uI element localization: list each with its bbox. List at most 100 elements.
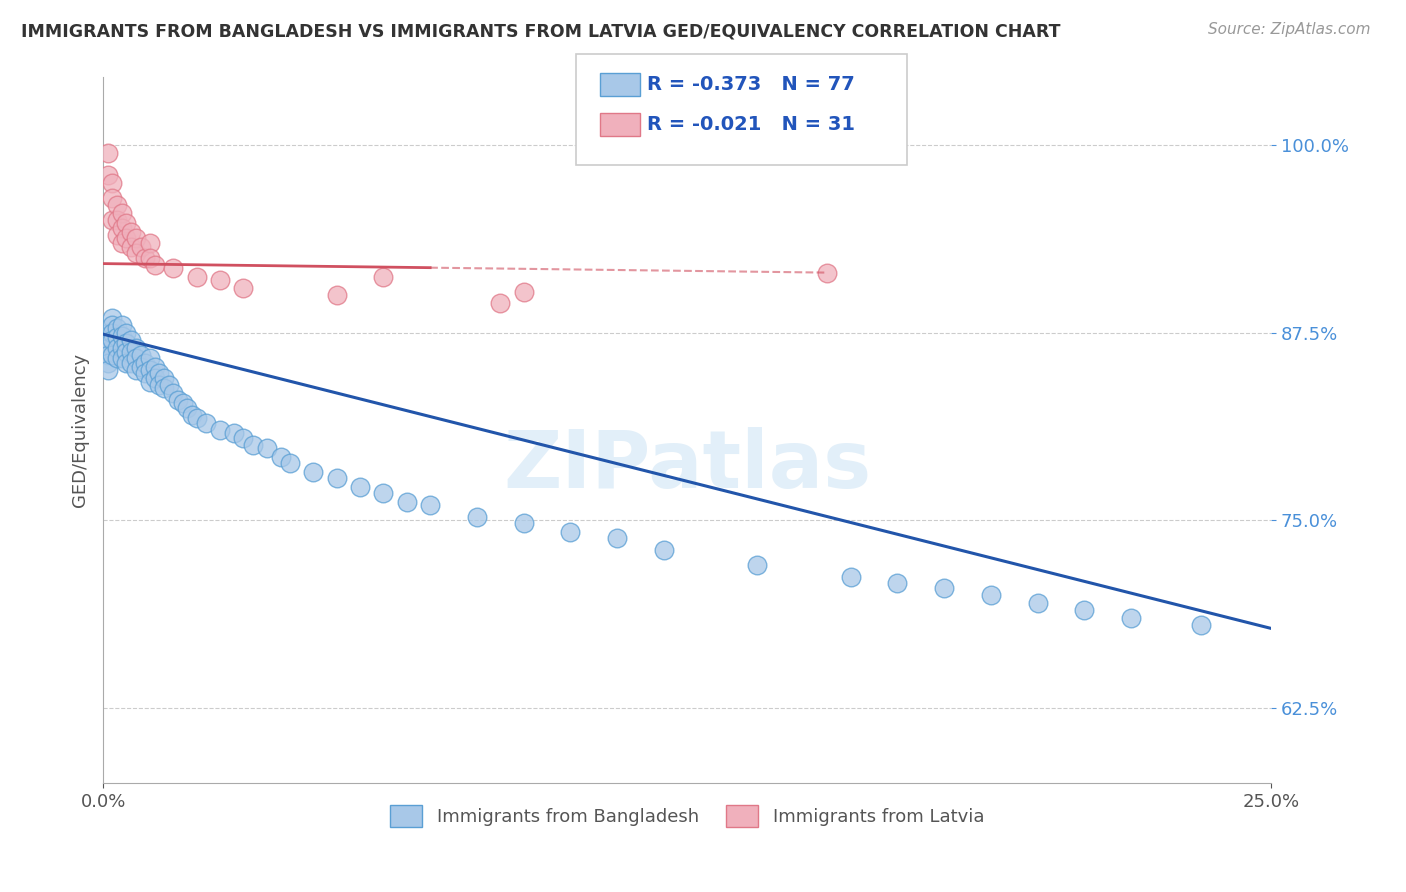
Point <box>101 348 124 362</box>
Point <box>747 558 769 573</box>
Point <box>512 285 534 299</box>
Point <box>208 273 231 287</box>
Point <box>232 280 254 294</box>
Point <box>839 570 862 584</box>
Point <box>101 213 124 227</box>
Point <box>139 375 162 389</box>
Point <box>180 409 202 423</box>
Point <box>101 176 124 190</box>
Point <box>134 356 156 370</box>
Point <box>120 225 142 239</box>
Point <box>115 326 138 340</box>
Text: IMMIGRANTS FROM BANGLADESH VS IMMIGRANTS FROM LATVIA GED/EQUIVALENCY CORRELATION: IMMIGRANTS FROM BANGLADESH VS IMMIGRANTS… <box>21 22 1060 40</box>
Point <box>111 328 134 343</box>
Point <box>129 348 152 362</box>
Point <box>143 258 166 272</box>
Text: Source: ZipAtlas.com: Source: ZipAtlas.com <box>1208 22 1371 37</box>
Point <box>101 310 124 325</box>
Point <box>465 510 488 524</box>
Point <box>97 326 120 340</box>
Point <box>186 270 208 285</box>
Text: ZIPatlas: ZIPatlas <box>503 426 872 505</box>
Point <box>222 426 245 441</box>
Point <box>139 235 162 250</box>
Point <box>101 318 124 333</box>
Point <box>143 370 166 384</box>
Text: R = -0.373   N = 77: R = -0.373 N = 77 <box>647 75 855 95</box>
Point <box>208 423 231 437</box>
Point <box>419 498 441 512</box>
Point <box>105 341 128 355</box>
Point <box>125 246 148 260</box>
Point <box>115 356 138 370</box>
Point <box>125 231 148 245</box>
Point <box>186 411 208 425</box>
Point <box>373 486 395 500</box>
Point <box>560 525 582 540</box>
Point <box>105 351 128 366</box>
Point <box>148 366 170 380</box>
Point <box>134 366 156 380</box>
Point <box>162 261 184 276</box>
Point <box>153 381 176 395</box>
Point <box>194 416 217 430</box>
Point <box>97 145 120 160</box>
Point <box>325 288 347 302</box>
Point <box>489 295 512 310</box>
Point <box>143 360 166 375</box>
Point <box>101 333 124 347</box>
Point <box>105 321 128 335</box>
Point <box>278 456 301 470</box>
Point <box>97 356 120 370</box>
Point <box>349 480 371 494</box>
Point <box>111 341 134 355</box>
Point <box>176 401 198 415</box>
Legend: Immigrants from Bangladesh, Immigrants from Latvia: Immigrants from Bangladesh, Immigrants f… <box>382 797 991 834</box>
Point <box>373 270 395 285</box>
Point <box>139 251 162 265</box>
Point <box>120 240 142 254</box>
Point <box>932 581 955 595</box>
Point <box>1119 611 1142 625</box>
Point <box>105 330 128 344</box>
Point <box>111 318 134 333</box>
Point <box>115 345 138 359</box>
Point <box>134 251 156 265</box>
Point <box>97 333 120 347</box>
Point <box>167 393 190 408</box>
Point <box>111 205 134 219</box>
Point <box>120 356 142 370</box>
Point <box>101 190 124 204</box>
Point <box>1189 618 1212 632</box>
Point <box>115 231 138 245</box>
Point <box>886 576 908 591</box>
Point <box>97 168 120 182</box>
Point <box>652 543 675 558</box>
Point <box>153 370 176 384</box>
Point <box>512 516 534 531</box>
Point <box>111 351 134 366</box>
Point <box>139 363 162 377</box>
Point <box>97 341 120 355</box>
Point <box>172 396 194 410</box>
Point <box>105 228 128 243</box>
Y-axis label: GED/Equivalency: GED/Equivalency <box>72 353 89 508</box>
Point <box>1026 596 1049 610</box>
Point <box>115 216 138 230</box>
Point <box>242 438 264 452</box>
Point <box>256 442 278 456</box>
Point <box>97 348 120 362</box>
Point <box>111 220 134 235</box>
Point <box>232 431 254 445</box>
Point <box>139 351 162 366</box>
Point <box>125 341 148 355</box>
Point <box>97 363 120 377</box>
Point <box>815 266 838 280</box>
Point <box>129 360 152 375</box>
Point <box>606 532 628 546</box>
Point <box>120 345 142 359</box>
Point <box>125 351 148 366</box>
Point <box>980 588 1002 602</box>
Point <box>325 471 347 485</box>
Point <box>105 198 128 212</box>
